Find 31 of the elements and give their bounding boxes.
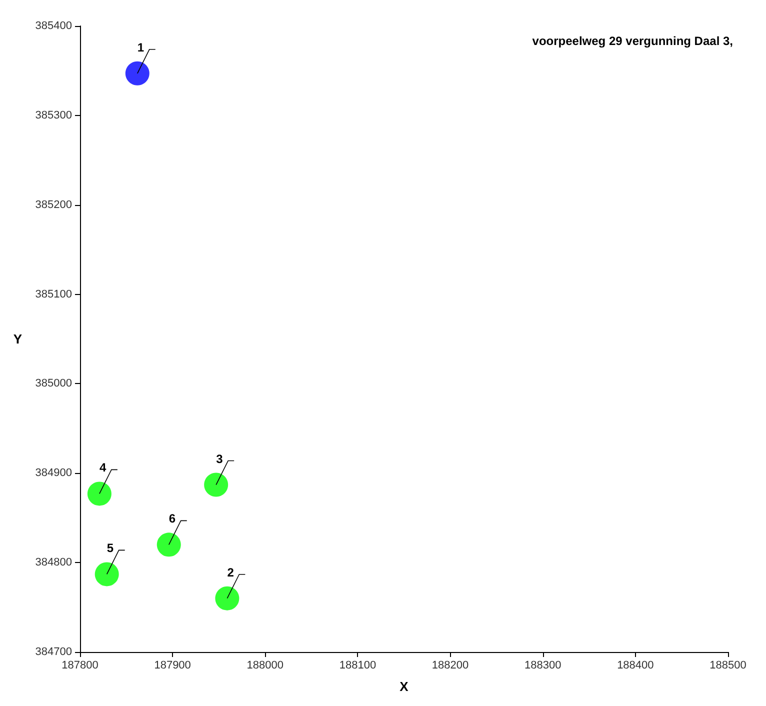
y-tick-label: 385400 <box>35 20 72 32</box>
text: voorpeelweg 29 vergunning Daal 3, <box>532 34 734 48</box>
y-tick-label: 384700 <box>35 646 72 658</box>
y-tick-label: 384800 <box>35 556 72 569</box>
point <box>156 532 181 557</box>
y-axis-title: Y <box>13 332 22 346</box>
x-tick-label: 187900 <box>154 660 191 672</box>
x-axis-title: X <box>400 679 409 694</box>
x-tick-label: 188100 <box>339 660 376 672</box>
y-tick-label: 385000 <box>35 378 72 390</box>
annotation: 5 <box>106 541 114 556</box>
point <box>215 586 240 610</box>
annotation: 2 <box>227 565 234 580</box>
point <box>94 562 119 586</box>
point <box>125 61 150 86</box>
y-tick-label: 385200 <box>35 198 72 211</box>
x-tick-label: 187800 <box>62 660 98 672</box>
point <box>87 482 112 506</box>
y-tick-label: 384900 <box>35 467 72 480</box>
y-tick-label: 385100 <box>35 288 72 300</box>
x-tick-label: 188200 <box>432 660 469 672</box>
annotation: 1 <box>137 40 144 54</box>
y-tick-label: 385300 <box>35 109 72 122</box>
annotation: 4 <box>99 460 106 475</box>
annotation: 6 <box>168 512 176 526</box>
x-tick-label: 188000 <box>246 660 284 672</box>
x-tick-label: 188300 <box>524 660 562 672</box>
annotation: 3 <box>216 452 224 466</box>
x-tick-label: 188500 <box>710 660 746 672</box>
point <box>204 472 228 497</box>
x-tick-label: 188400 <box>617 660 654 672</box>
